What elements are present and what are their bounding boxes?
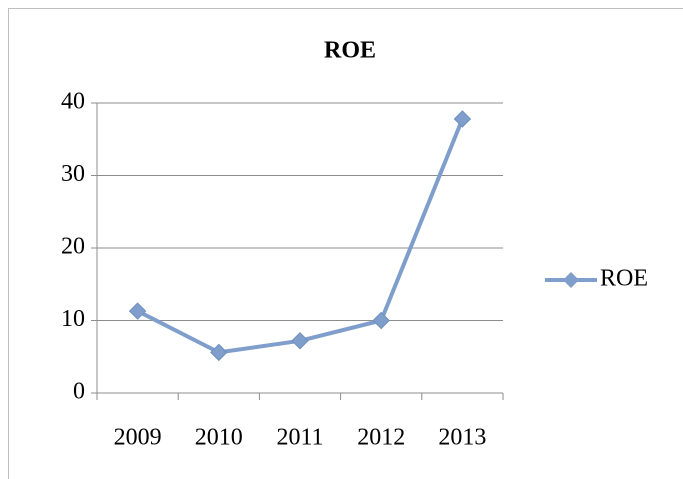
x-tick-label: 2012 — [357, 425, 405, 451]
marker — [128, 302, 147, 320]
x-tick-label: 2010 — [195, 425, 243, 451]
chart-title: ROE — [324, 38, 376, 64]
x-tick-label: 2011 — [276, 425, 323, 451]
x-tick-label: 2013 — [438, 425, 486, 451]
x-tick-label: 2009 — [114, 425, 162, 451]
chart-frame — [8, 8, 683, 479]
marker — [453, 110, 472, 128]
y-tick-label: 20 — [61, 234, 85, 260]
y-tick-label: 0 — [73, 379, 85, 405]
marker — [291, 332, 309, 350]
y-tick-label: 40 — [61, 89, 85, 115]
y-tick-label: 10 — [61, 306, 85, 332]
marker — [372, 311, 390, 330]
legend-marker — [563, 272, 579, 288]
legend-label: ROE — [600, 266, 648, 292]
y-tick-label: 30 — [61, 161, 85, 187]
marker — [210, 343, 228, 362]
